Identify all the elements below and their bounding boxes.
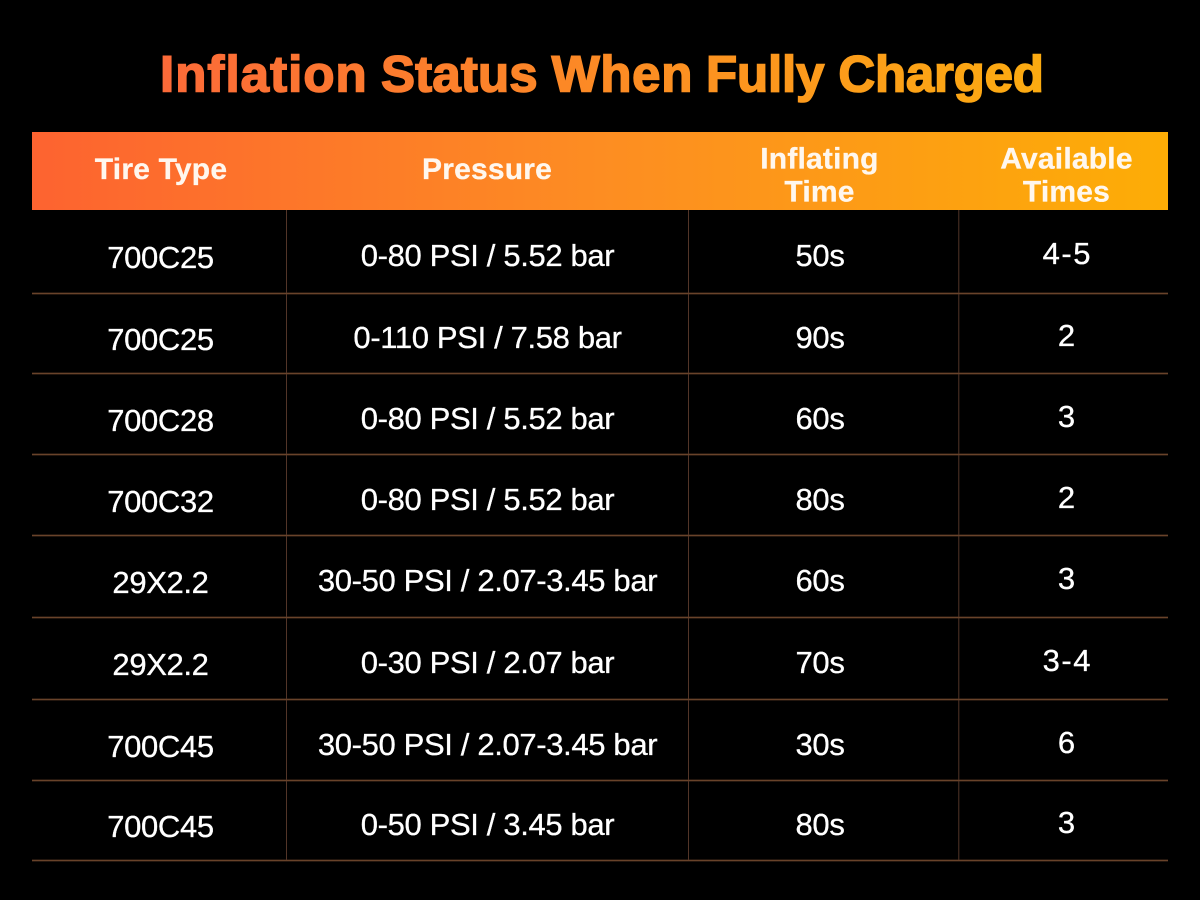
svg-text:InflationStatusWhenFullyCharge: Inflation Status When Fully Charged (160, 46, 1044, 103)
